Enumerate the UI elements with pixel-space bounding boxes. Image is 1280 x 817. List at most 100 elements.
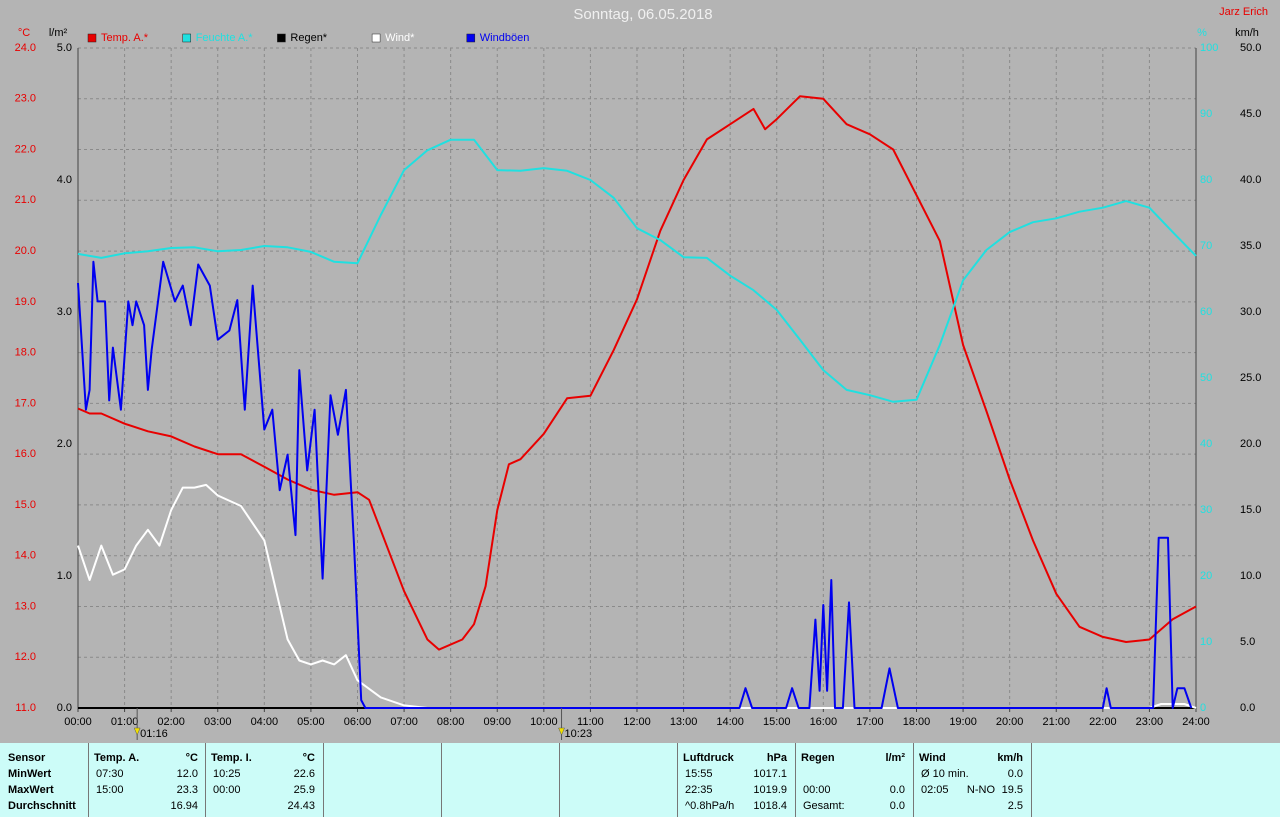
series-line	[77, 260, 1193, 709]
cell-time: 00:00	[803, 784, 831, 796]
x-tick-label: 06:00	[344, 716, 372, 728]
y-tick-label: 11.0	[15, 702, 36, 714]
time-marker-label: 01:16	[140, 728, 168, 740]
time-marker-icon	[133, 727, 141, 736]
y4-tick-label: 40.0	[1240, 174, 1261, 186]
column-title: Wind	[919, 752, 946, 764]
y4-tick-label: 35.0	[1240, 240, 1261, 252]
x-tick-label: 13:00	[670, 716, 698, 728]
column-border	[559, 743, 560, 817]
y2-tick-label: 10	[1200, 636, 1212, 648]
cell-time: 15:00	[96, 784, 124, 796]
cell-value: 19.5	[1001, 784, 1023, 796]
legend-label: Windböen	[480, 32, 530, 44]
cell-time: 22:35	[685, 784, 713, 796]
x-tick-label: 18:00	[903, 716, 931, 728]
cell-value: 0.0	[1007, 768, 1023, 780]
x-tick-label: 09:00	[483, 716, 511, 728]
time-marker-icon	[558, 727, 565, 736]
x-tick-label: 22:00	[1089, 716, 1117, 728]
column-unit: °C	[302, 752, 315, 764]
y3-tick-label: 1.0	[57, 570, 72, 582]
chart-title: Sonntag, 06.05.2018	[573, 6, 712, 23]
y4-tick-label: 30.0	[1240, 306, 1261, 318]
x-tick-label: 10:00	[530, 716, 558, 728]
time-marker-label: 10:23	[565, 728, 593, 740]
cell-time: ^0.8hPa/h	[685, 800, 735, 812]
x-tick-label: 05:00	[297, 716, 325, 728]
y3-tick-label: 0.0	[57, 702, 72, 714]
legend-label: Feuchte A.*	[196, 32, 254, 44]
x-tick-label: 07:00	[390, 716, 418, 728]
cell-extra: N-NO	[966, 784, 995, 796]
x-tick-label: 21:00	[1042, 716, 1070, 728]
cell-time: 10:25	[213, 768, 241, 780]
column-border	[913, 743, 914, 817]
x-tick-label: 20:00	[996, 716, 1024, 728]
column-border	[441, 743, 442, 817]
y3-tick-label: 5.0	[57, 42, 72, 54]
cell-time: 15:55	[685, 768, 713, 780]
cell-value: 1017.1	[753, 768, 787, 780]
y3-tick-label: 4.0	[57, 174, 72, 186]
series-line	[77, 95, 1197, 651]
stats-header: Sensor	[8, 752, 46, 764]
y2-axis-unit: %	[1197, 27, 1207, 39]
cell-time: Gesamt:	[803, 800, 845, 812]
x-tick-label: 12:00	[623, 716, 651, 728]
row-label: MaxWert	[8, 784, 54, 796]
x-tick-label: 15:00	[763, 716, 791, 728]
x-tick-label: 01:00	[111, 716, 139, 728]
y2-tick-label: 30	[1200, 504, 1212, 516]
x-tick-label: 23:00	[1136, 716, 1164, 728]
y2-tick-label: 0	[1200, 702, 1206, 714]
column-unit: km/h	[997, 752, 1023, 764]
column-unit: l/m²	[885, 752, 905, 764]
x-tick-label: 08:00	[437, 716, 465, 728]
y-tick-label: 23.0	[15, 93, 36, 105]
y-tick-label: 14.0	[15, 550, 36, 562]
cell-value: 1019.9	[753, 784, 787, 796]
y4-tick-label: 25.0	[1240, 372, 1261, 384]
y-tick-label: 18.0	[15, 347, 36, 359]
x-tick-label: 04:00	[251, 716, 279, 728]
y-tick-label: 13.0	[15, 600, 36, 612]
stats-panel: Sensor MinWert MaxWert Durchschnitt Temp. A.…	[0, 743, 1280, 817]
column-border	[323, 743, 324, 817]
cell-value: 25.9	[293, 784, 315, 796]
cell-value: 0.0	[889, 784, 905, 796]
y4-tick-label: 10.0	[1240, 570, 1261, 582]
author: Jarz Erich	[1219, 6, 1268, 18]
legend-label: Temp. A.*	[101, 32, 149, 44]
column-border	[88, 743, 89, 817]
legend-swatch	[466, 33, 476, 43]
y4-tick-label: 0.0	[1240, 702, 1255, 714]
cell-time: Ø 10 min.	[921, 768, 969, 780]
column-unit: hPa	[766, 752, 787, 764]
y-tick-label: 15.0	[15, 499, 36, 511]
chart: Sonntag, 06.05.2018 Jarz Erich °C l/m² %…	[14, 5, 1268, 740]
column-title: Temp. I.	[211, 752, 252, 764]
legend-label: Wind*	[385, 32, 415, 44]
y3-tick-label: 3.0	[57, 306, 72, 318]
y4-axis-unit: km/h	[1235, 27, 1259, 39]
y-tick-label: 20.0	[15, 245, 36, 257]
y4-tick-label: 5.0	[1240, 636, 1255, 648]
cell-value: 1018.4	[753, 800, 787, 812]
y-axis-unit: °C	[18, 27, 30, 39]
y4-tick-label: 45.0	[1240, 108, 1261, 120]
y2-tick-label: 70	[1200, 240, 1212, 252]
cell-value: 0.0	[889, 800, 905, 812]
column-border	[677, 743, 678, 817]
y3-tick-label: 2.0	[57, 438, 72, 450]
legend-swatch	[371, 33, 381, 43]
legend-label: Regen*	[290, 32, 327, 44]
y2-tick-label: 50	[1200, 372, 1212, 384]
x-tick-label: 16:00	[810, 716, 838, 728]
y2-tick-label: 80	[1200, 174, 1212, 186]
series-line	[77, 483, 1197, 709]
x-tick-label: 00:00	[64, 716, 92, 728]
x-tick-label: 17:00	[856, 716, 884, 728]
cell-value: 22.6	[293, 768, 315, 780]
legend-swatch	[277, 33, 286, 43]
